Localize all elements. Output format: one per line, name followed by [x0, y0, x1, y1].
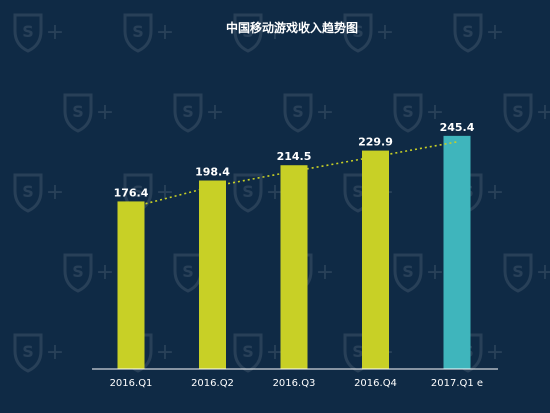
watermark-icon: S+ [63, 93, 114, 133]
svg-text:+: + [376, 20, 394, 45]
svg-text:S: S [132, 182, 144, 201]
watermark-icon: S+ [453, 13, 504, 53]
svg-text:+: + [156, 20, 174, 45]
watermark-icon: S+ [13, 173, 64, 213]
svg-text:S: S [72, 262, 84, 281]
svg-text:S: S [22, 22, 34, 41]
svg-text:+: + [46, 180, 64, 205]
x-tick-label: 2017.Q1 e [431, 378, 483, 389]
svg-text:S: S [22, 182, 34, 201]
watermark-icon: S+ [393, 93, 444, 133]
svg-text:S: S [462, 22, 474, 41]
svg-text:+: + [266, 20, 284, 45]
svg-text:+: + [206, 100, 224, 125]
svg-text:S: S [402, 102, 414, 121]
svg-text:+: + [536, 260, 550, 285]
x-tick-label: 2016.Q3 [273, 378, 316, 389]
bar [280, 165, 308, 369]
svg-text:+: + [96, 260, 114, 285]
svg-text:S: S [242, 182, 254, 201]
svg-text:S: S [182, 262, 194, 281]
svg-text:S: S [242, 22, 254, 41]
x-tick-label: 2016.Q1 [110, 378, 153, 389]
watermark-icon: S+ [283, 93, 334, 133]
value-label-group: 176.4 198.4 214.5 229.9 245.4 [114, 121, 475, 200]
svg-text:S: S [402, 262, 414, 281]
svg-text:+: + [46, 20, 64, 45]
bar [443, 135, 471, 369]
svg-text:+: + [156, 180, 174, 205]
watermark-icon: S+ [13, 333, 64, 373]
svg-text:S: S [352, 342, 364, 361]
watermark-icon: S+ [233, 333, 284, 373]
svg-text:S: S [182, 102, 194, 121]
svg-text:S: S [352, 182, 364, 201]
bar-value-label: 198.4 [195, 166, 230, 179]
svg-text:+: + [266, 340, 284, 365]
svg-text:+: + [96, 100, 114, 125]
watermark-icon: S+ [173, 93, 224, 133]
svg-text:S: S [512, 262, 524, 281]
watermark-icon: S+ [343, 13, 394, 53]
svg-text:+: + [316, 260, 334, 285]
watermark-icon: S+ [233, 173, 284, 213]
bar-group [117, 135, 471, 369]
bar [199, 180, 226, 369]
watermark-icon: S+ [503, 253, 550, 293]
bar-value-label: 214.5 [277, 150, 312, 163]
svg-text:S: S [242, 342, 254, 361]
watermark-icon: S+ [233, 13, 284, 53]
watermark-icon: S+ [503, 93, 550, 133]
watermark-icon: S+ [123, 13, 174, 53]
bar [362, 150, 389, 369]
svg-text:+: + [486, 180, 504, 205]
svg-text:+: + [156, 340, 174, 365]
svg-text:S: S [512, 102, 524, 121]
x-tick-label-group: 2016.Q1 2016.Q2 2016.Q3 2016.Q4 2017.Q1 e [110, 378, 484, 389]
watermark-icon: S+ [63, 253, 114, 293]
chart-title: 中国移动游戏收入趋势图 [226, 20, 358, 35]
svg-text:S: S [352, 22, 364, 41]
x-tick-label: 2016.Q4 [354, 378, 397, 389]
bar-value-label: 176.4 [114, 186, 149, 199]
svg-text:+: + [426, 260, 444, 285]
trend-line [130, 141, 458, 209]
svg-text:+: + [46, 340, 64, 365]
x-tick-label: 2016.Q2 [191, 378, 234, 389]
svg-text:+: + [486, 20, 504, 45]
svg-text:S: S [292, 102, 304, 121]
svg-text:+: + [536, 100, 550, 125]
svg-text:+: + [426, 100, 444, 125]
watermark-icon: S+ [13, 13, 64, 53]
svg-text:+: + [486, 340, 504, 365]
bar [117, 201, 145, 369]
svg-text:+: + [316, 100, 334, 125]
svg-text:S: S [132, 22, 144, 41]
watermark-icon: S+ [393, 253, 444, 293]
svg-text:+: + [266, 180, 284, 205]
svg-text:S: S [22, 342, 34, 361]
bar-value-label: 245.4 [440, 121, 475, 134]
svg-text:S: S [72, 102, 84, 121]
bar-value-label: 229.9 [358, 136, 393, 149]
